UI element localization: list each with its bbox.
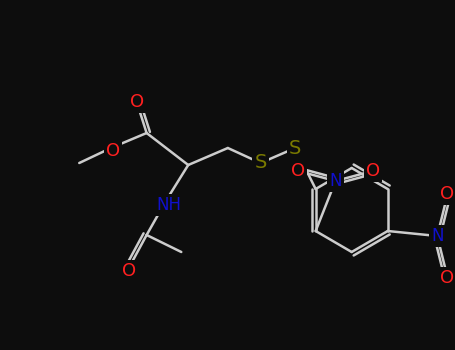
Text: S: S (254, 154, 267, 173)
Text: N: N (329, 172, 342, 190)
Text: N: N (431, 227, 444, 245)
Text: O: O (106, 142, 120, 160)
Text: O: O (440, 185, 454, 203)
Text: O: O (122, 262, 136, 280)
Text: O: O (130, 93, 144, 111)
Text: O: O (440, 269, 454, 287)
Text: O: O (366, 162, 380, 180)
Text: O: O (291, 162, 305, 180)
Text: S: S (289, 139, 301, 158)
Text: NH: NH (156, 196, 181, 214)
